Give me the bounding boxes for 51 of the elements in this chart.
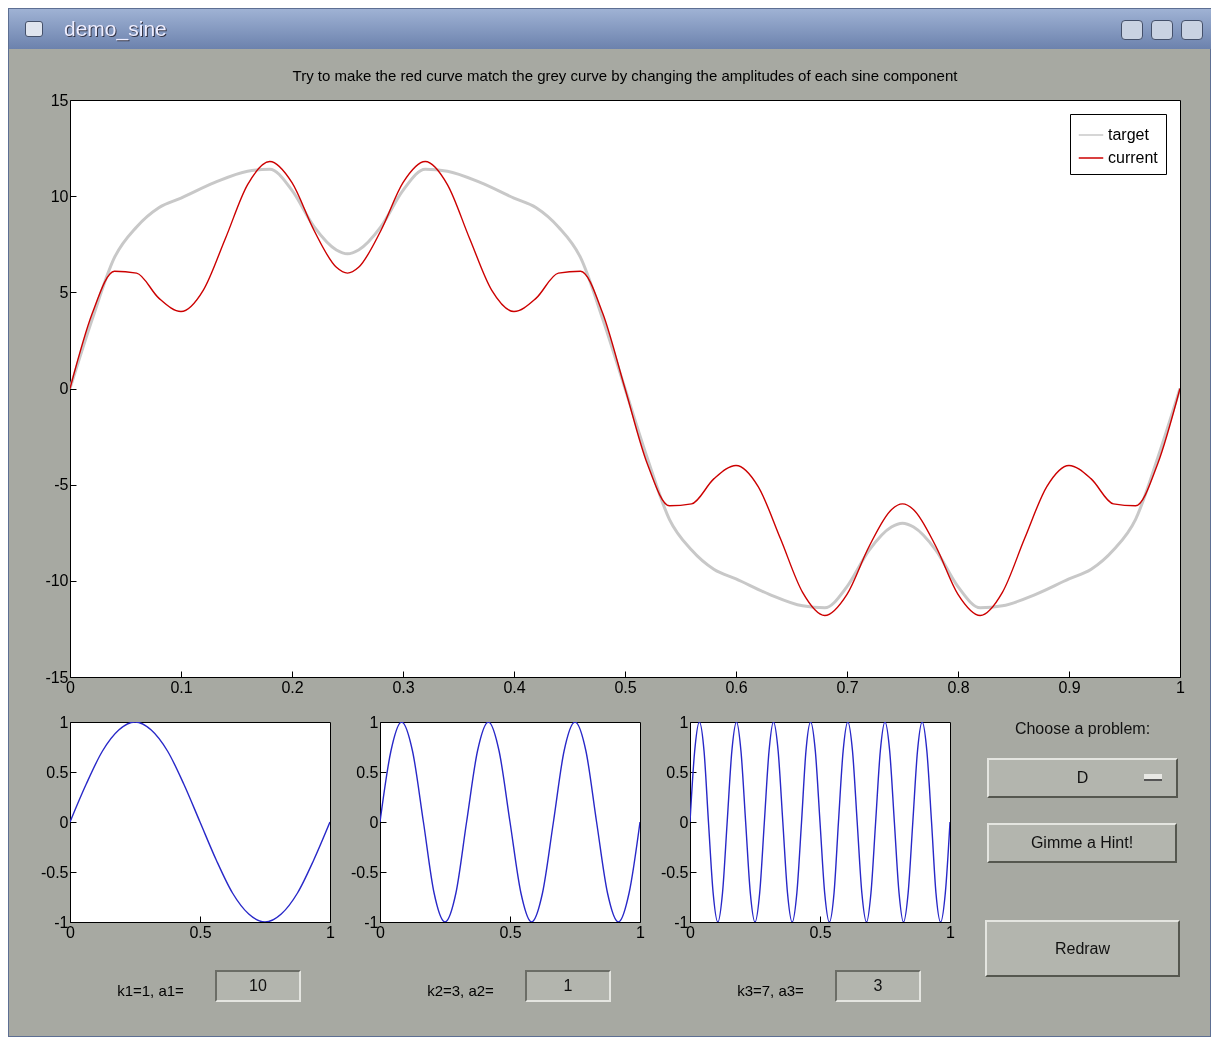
line-series [380,722,640,922]
x-tick-label: 0.6 [725,678,748,696]
x-tick-label: 0.5 [499,923,522,941]
legend-label: target [1108,126,1150,143]
y-tick-label: -0.5 [350,863,379,881]
x-tick-label: 1 [636,923,646,941]
x-tick-label: 0.1 [170,678,193,696]
text: 3 [835,970,921,1002]
y-tick-label: 0 [59,813,69,831]
x-tick-label: 1 [1176,678,1186,696]
y-tick-label: -0.5 [40,863,69,881]
x-tick-label: 0.5 [189,923,212,941]
y-tick-label: 5 [59,283,69,301]
x-axis-title: k1=1, a1= [117,981,185,999]
x-tick-label: 0.8 [947,678,970,696]
line-series [70,722,330,922]
text: demo_sine [64,17,167,41]
x-axis-title: k3=7, a3= [737,981,805,999]
y-tick-label: -0.5 [660,863,689,881]
x-tick-label: 0.7 [836,678,859,696]
y-tick-label: 10 [50,187,69,205]
y-tick-label: 0 [679,813,689,831]
text: Redraw [1054,939,1111,958]
y-tick-label: 0.5 [666,763,689,781]
text: 1 [525,970,611,1002]
x-tick-label: 0.9 [1058,678,1081,696]
y-tick-label: -10 [45,572,69,590]
y-tick-label: 0.5 [356,763,379,781]
y-tick-label: 1 [369,713,379,731]
y-tick-label: 1 [59,713,69,731]
text: 10 [215,970,301,1002]
y-tick-label: 0 [369,813,379,831]
line-series [690,722,950,922]
y-tick-label: 0 [59,380,69,397]
x-tick-label: 0.2 [281,678,304,696]
x-tick-label: 1 [946,923,956,941]
text: D [1076,769,1089,787]
x-tick-label: 0.4 [503,678,526,696]
chart-title: Try to make the red curve match the grey curve by changing the amplitudes of each sine component [292,67,959,84]
x-tick-label: 0.5 [614,678,637,696]
text: Choose a problem: [1014,720,1151,737]
x-tick-label: 0.3 [392,678,415,696]
legend-label: current [1108,149,1159,166]
x-axis-title: k2=3, a2= [427,981,495,999]
y-tick-label: 0.5 [46,763,69,781]
y-tick-label: 15 [50,91,69,109]
x-tick-label: 0.5 [809,923,832,941]
x-tick-label: 1 [326,923,336,941]
text: Gimme a Hint! [1030,834,1134,852]
y-tick-label: -5 [54,476,69,494]
y-tick-label: 1 [679,713,689,731]
